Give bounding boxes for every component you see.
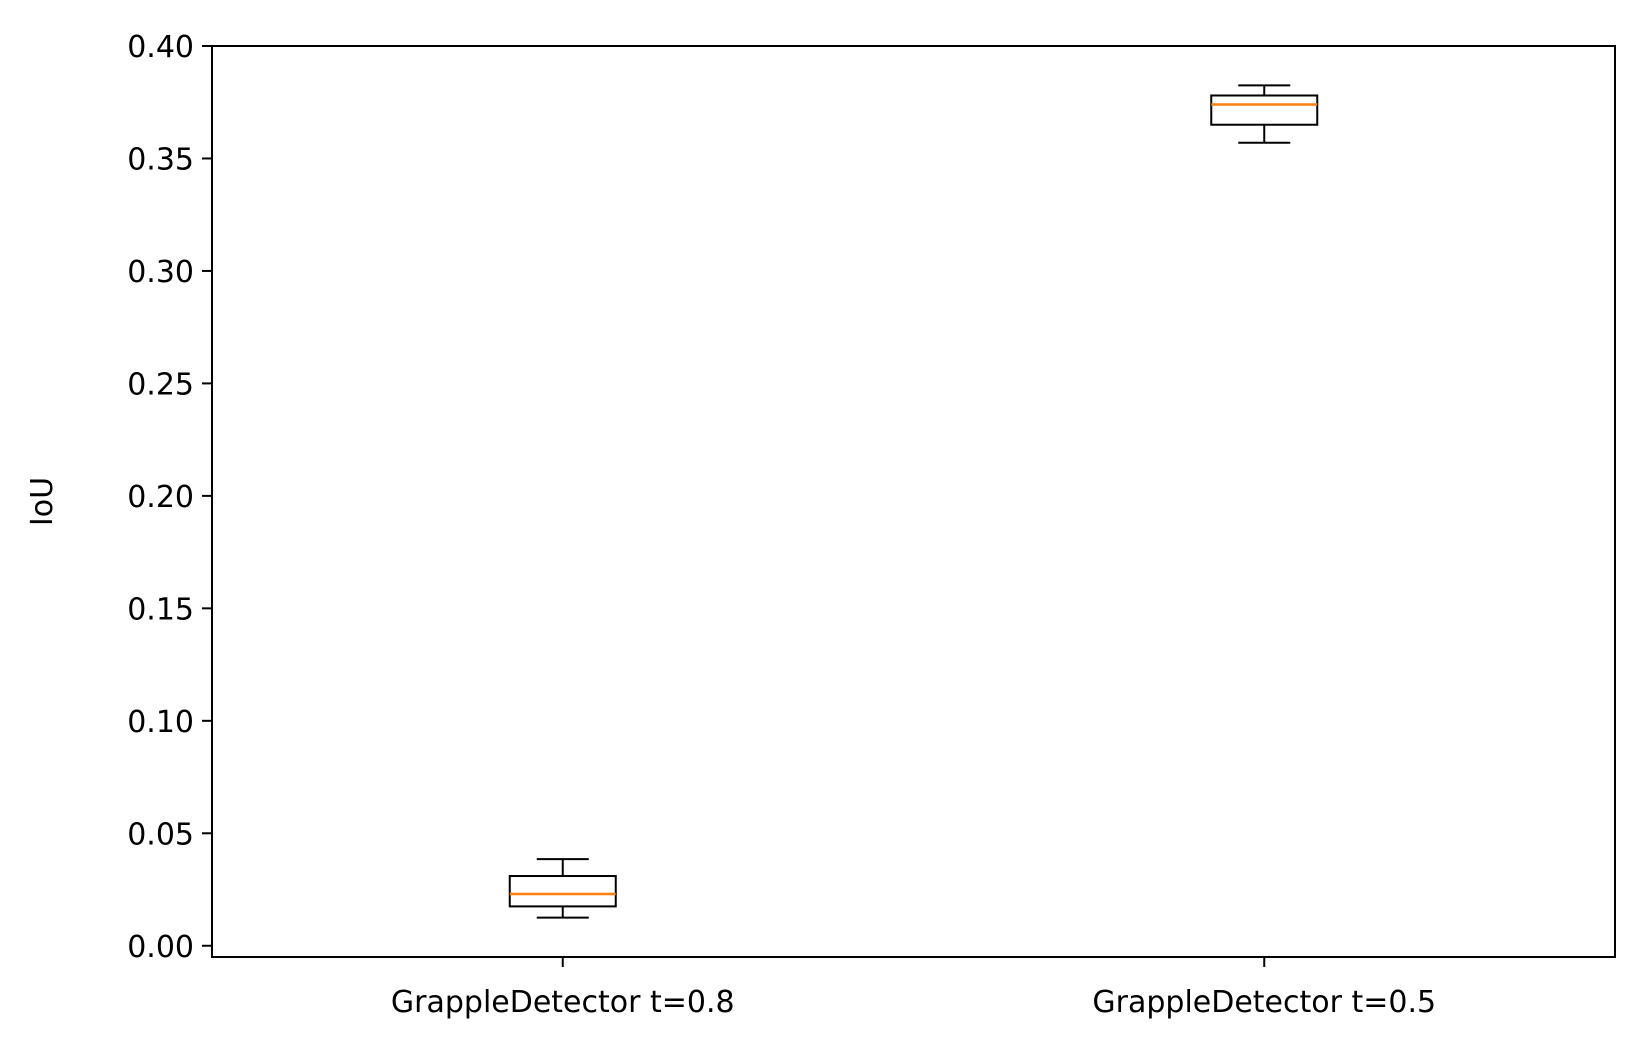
box-1 [508,858,617,919]
plot-area-frame [211,45,1616,958]
iqr-box [1210,94,1319,126]
y-tick-label: 0.25 [127,367,194,402]
y-axis-label: IoU [25,477,60,526]
y-tick-label: 0.10 [127,705,194,740]
x-tick-label: GrappleDetector t=0.5 [1092,985,1436,1020]
y-tick-label: 0.05 [127,817,194,852]
y-tick-label: 0.00 [127,930,194,965]
x-axis-ticks: GrappleDetector t=0.8 GrappleDetector t=0… [391,957,1436,1020]
y-tick-label: 0.35 [127,142,194,177]
x-tick-label: GrappleDetector t=0.8 [391,985,735,1020]
y-tick-label: 0.15 [127,592,194,627]
y-tick-label: 0.20 [127,480,194,515]
iqr-box [508,875,617,908]
y-tick-label: 0.40 [127,30,194,65]
y-tick-label: 0.30 [127,255,194,290]
box-series [508,84,1319,919]
box-2 [1210,84,1319,144]
y-axis-ticks: 0.00 0.05 0.10 0.15 0.20 0.25 0.30 0.35 0.40 [127,30,212,965]
